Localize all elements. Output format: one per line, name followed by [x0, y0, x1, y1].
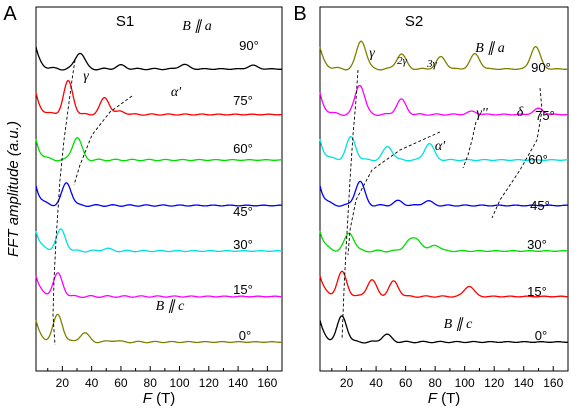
- x-tick-label: 20: [340, 376, 354, 390]
- angle-label: 90°: [531, 60, 551, 75]
- angle-label: 90°: [239, 38, 259, 53]
- angle-label: 15°: [527, 284, 547, 299]
- annotation: B ∥ c: [156, 299, 186, 314]
- panel-letter: B: [293, 3, 306, 25]
- trace-30deg: [319, 230, 568, 253]
- trace-0deg: [319, 315, 569, 344]
- trace-0deg: [35, 313, 283, 344]
- trace-90deg: [35, 46, 282, 71]
- trace-75deg: [35, 79, 283, 116]
- annotation: δ: [517, 105, 524, 120]
- panel-a: 20 40 60 80 100 120 140 160 F (T) FFT amplitude (…: [3, 3, 283, 407]
- trace-45deg: [319, 180, 569, 207]
- trace-15deg: [319, 270, 569, 298]
- x-tick-label: 160: [257, 376, 277, 390]
- dashed-guide: [491, 87, 543, 219]
- trace-15deg: [35, 272, 283, 299]
- annotation: 3γ: [426, 58, 438, 70]
- dashed-guide: [341, 69, 359, 341]
- annotation: α': [171, 85, 182, 100]
- x-tick-label: 100: [169, 376, 189, 390]
- x-tick-label: 40: [369, 376, 383, 390]
- x-tick-label: 80: [428, 376, 442, 390]
- plot-frame: [319, 6, 569, 372]
- panel-letter: A: [3, 3, 17, 25]
- x-axis-label: F (T): [428, 390, 461, 407]
- trace-90deg: [319, 40, 568, 71]
- sample-label: S2: [405, 13, 423, 30]
- angle-label: 15°: [233, 282, 253, 297]
- x-axis-label-symbol: F: [428, 390, 438, 407]
- annotation: γ'': [476, 106, 489, 121]
- x-tick-label: 120: [199, 376, 219, 390]
- annotation: α': [435, 139, 446, 154]
- angle-label: 30°: [527, 237, 547, 252]
- dashed-guide: [52, 59, 76, 346]
- angle-label: 75°: [233, 93, 253, 108]
- trace-60deg: [319, 135, 569, 162]
- sample-label: S1: [116, 13, 134, 30]
- x-tick-label: 80: [144, 376, 158, 390]
- x-tick-label: 120: [484, 376, 504, 390]
- panel-b: 20 40 60 80 100 120 140 160 F (T) B S2 90° 75° 60° 45°…: [293, 3, 569, 407]
- angle-label: 75°: [535, 108, 555, 123]
- dashed-guide: [462, 121, 477, 169]
- annotation: γ: [369, 46, 375, 61]
- angle-label: 0°: [239, 328, 251, 343]
- x-tick-label: 140: [228, 376, 248, 390]
- annotation: 2γ: [397, 55, 408, 67]
- x-axis-label-symbol: F: [143, 390, 153, 407]
- annotation: γ: [83, 69, 89, 84]
- x-axis-label: F (T): [143, 390, 176, 407]
- angle-label: 30°: [233, 237, 253, 252]
- annotation: B ∥ a: [182, 19, 212, 34]
- y-axis-label: FFT amplitude (a.u.): [5, 121, 22, 257]
- plot-frame: [35, 6, 283, 372]
- x-tick-label: 40: [85, 376, 99, 390]
- x-axis-label-unit: (T): [437, 390, 460, 407]
- x-tick-label: 60: [114, 376, 128, 390]
- angle-label: 45°: [233, 204, 253, 219]
- dashed-guide: [73, 95, 133, 186]
- x-axis-label-unit: (T): [152, 390, 175, 407]
- x-tick-label: 20: [56, 376, 70, 390]
- annotation: B ∥ a: [475, 41, 505, 56]
- trace-45deg: [35, 182, 283, 208]
- x-tick-label: 100: [455, 376, 475, 390]
- x-tick-label: 160: [543, 376, 563, 390]
- trace-30deg: [35, 228, 282, 253]
- trace-60deg: [35, 137, 283, 162]
- trace-75deg: [319, 84, 569, 116]
- annotation: B ∥ c: [444, 317, 474, 332]
- dashed-guide: [347, 131, 441, 256]
- angle-label: 45°: [530, 198, 550, 213]
- x-tick-label: 60: [399, 376, 413, 390]
- angle-label: 60°: [233, 141, 253, 156]
- angle-label: 0°: [535, 328, 547, 343]
- angle-label: 60°: [528, 152, 548, 167]
- x-tick-label: 140: [514, 376, 534, 390]
